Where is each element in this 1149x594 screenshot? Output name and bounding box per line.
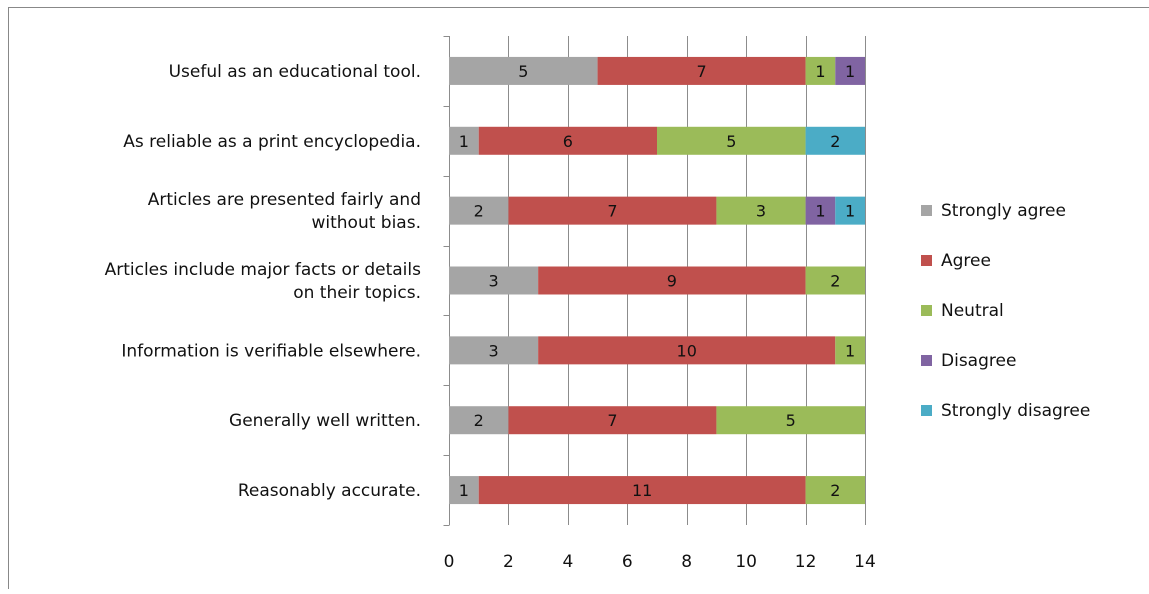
data-label-agree-5: 7 [607,411,617,430]
x-tick-label-0: 0 [444,552,455,572]
data-label-neutral-6: 2 [830,481,840,500]
data-label-strongly-agree-3: 3 [488,272,498,291]
legend-label-strongly-disagree: Strongly disagree [941,401,1090,421]
category-label-1: As reliable as a print encyclopedia. [123,132,421,152]
x-tick-label-12: 12 [795,552,817,572]
legend-label-agree: Agree [941,251,991,271]
x-tick-label-4: 4 [562,552,573,572]
legend-swatch-strongly-agree [921,205,932,216]
data-label-agree-2: 7 [607,202,617,221]
data-label-strongly-agree-0: 5 [518,62,528,81]
data-label-strongly-disagree-1: 2 [830,132,840,151]
bars [449,57,865,504]
x-tick-label-14: 14 [854,552,876,572]
x-tick-labels: 0 2 4 6 8 10 12 14 [444,552,876,572]
data-label-neutral-2: 3 [756,202,766,221]
data-label-neutral-3: 2 [830,272,840,291]
data-label-disagree-2: 1 [815,202,825,221]
legend-label-strongly-agree: Strongly agree [941,201,1066,221]
data-label-agree-3: 9 [667,272,677,291]
category-label-6: Reasonably accurate. [238,481,421,501]
data-label-agree-1: 6 [563,132,573,151]
category-labels: Useful as an educational tool. As reliabl… [105,62,422,501]
data-label-strongly-agree-6: 1 [459,481,469,500]
category-label-4: Information is verifiable elsewhere. [121,341,421,361]
data-label-neutral-5: 5 [786,411,796,430]
data-label-strongly-agree-2: 2 [474,202,484,221]
legend-swatch-strongly-disagree [921,405,932,416]
x-tick-label-8: 8 [681,552,692,572]
data-label-neutral-0: 1 [815,62,825,81]
data-label-strongly-agree-1: 1 [459,132,469,151]
x-tick-label-10: 10 [735,552,757,572]
legend-swatch-agree [921,255,932,266]
legend-label-disagree: Disagree [941,351,1016,371]
data-label-disagree-0: 1 [845,62,855,81]
legend-swatch-disagree [921,355,932,366]
data-label-strongly-agree-5: 2 [474,411,484,430]
data-label-strongly-disagree-2: 1 [845,202,855,221]
legend-swatch-neutral [921,305,932,316]
category-label-5: Generally well written. [229,411,421,431]
data-label-neutral-4: 1 [845,341,855,360]
axes [444,36,450,526]
data-label-agree-6: 11 [632,481,652,500]
x-tick-label-2: 2 [503,552,514,572]
data-label-strongly-agree-4: 3 [488,341,498,360]
data-label-neutral-1: 5 [726,132,736,151]
x-tick-label-6: 6 [622,552,633,572]
legend-label-neutral: Neutral [941,301,1004,321]
data-label-agree-4: 10 [677,341,697,360]
legend: Strongly agree Agree Neutral Disagree Strong… [921,201,1090,421]
data-label-agree-0: 7 [696,62,706,81]
category-label-0: Useful as an educational tool. [169,62,421,82]
